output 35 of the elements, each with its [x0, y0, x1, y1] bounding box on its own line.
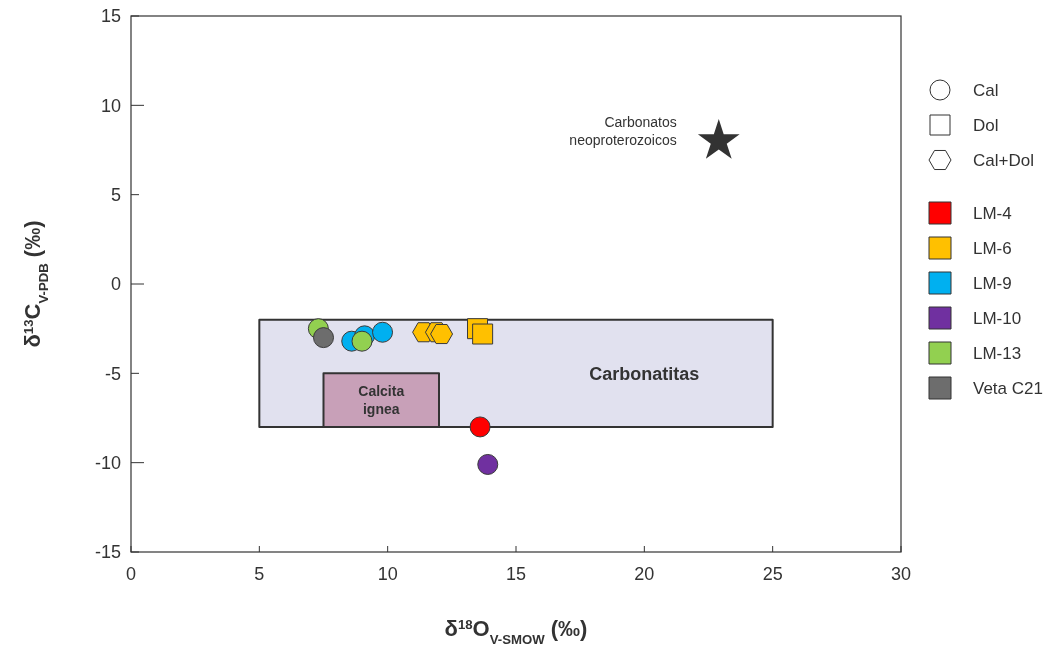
point — [430, 324, 454, 345]
point — [313, 327, 334, 349]
y-tick-label: 10 — [100, 95, 121, 116]
x-tick-label: 0 — [125, 564, 137, 584]
point — [372, 321, 394, 343]
y-tick-label: -10 — [94, 452, 121, 473]
point — [351, 330, 373, 352]
y-tick-label: -15 — [94, 542, 121, 563]
point — [697, 119, 740, 159]
x-tick-label: 30 — [890, 564, 912, 584]
annotation: Carbonatos neoproterozoicos — [569, 114, 677, 149]
legend-label: LM-4 — [973, 203, 1012, 223]
legend-label: Dol — [973, 115, 999, 135]
point — [472, 323, 494, 345]
legend-label: LM-13 — [973, 343, 1022, 363]
legend-label: Cal — [973, 80, 999, 100]
x-tick-label: 5 — [254, 564, 265, 584]
x-axis-title: δ$^{18}$O$_{V-SMOW}$ (‰) — [444, 616, 588, 647]
legend-label: Veta C21 — [973, 378, 1043, 398]
y-tick-label: 15 — [100, 6, 121, 27]
legend-label: LM-10 — [973, 308, 1022, 328]
x-tick-label: 10 — [377, 564, 398, 584]
y-tick-label: 0 — [110, 274, 121, 295]
y-tick-label: -5 — [104, 363, 121, 384]
x-tick-label: 20 — [634, 564, 655, 584]
annotation: Carbonatitas — [589, 363, 700, 384]
point — [469, 416, 491, 438]
legend-label: Cal+Dol — [973, 150, 1034, 170]
x-tick-label: 25 — [762, 564, 783, 584]
y-tick-label: 5 — [110, 184, 121, 205]
point — [477, 453, 499, 475]
legend-label: LM-6 — [973, 238, 1012, 258]
annotation: Calcita ignea — [358, 383, 405, 418]
x-tick-label: 15 — [505, 564, 527, 584]
legend-label: LM-9 — [973, 273, 1012, 293]
